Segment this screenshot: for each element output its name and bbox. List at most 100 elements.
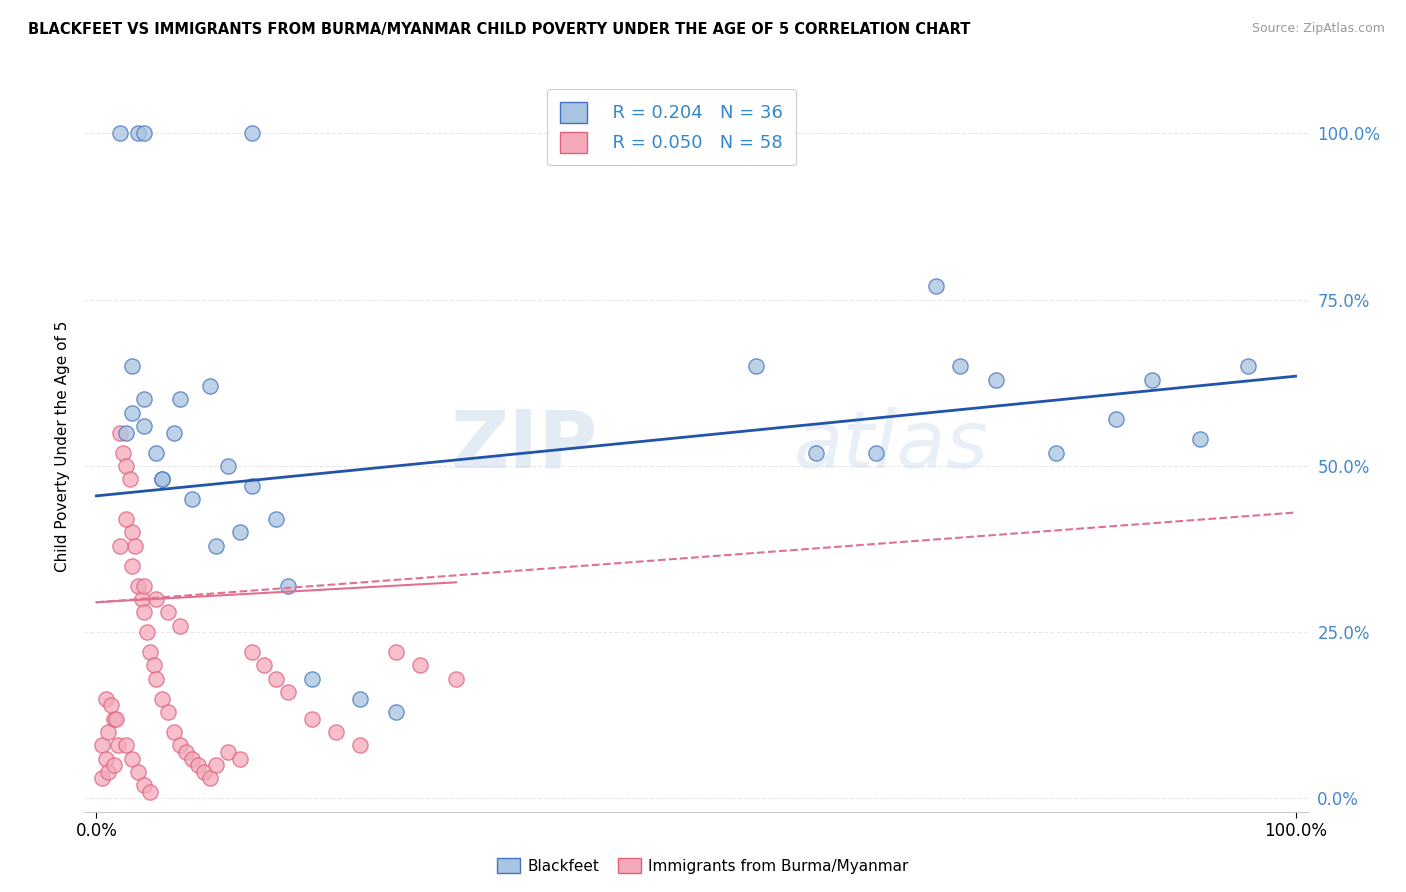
Point <box>1188 433 1211 447</box>
Point <box>94 751 117 765</box>
Y-axis label: Child Poverty Under the Age of 5: Child Poverty Under the Age of 5 <box>55 320 70 572</box>
Point <box>385 705 408 719</box>
Point <box>121 406 143 420</box>
Point <box>200 379 222 393</box>
Text: Source: ZipAtlas.com: Source: ZipAtlas.com <box>1251 22 1385 36</box>
Point <box>240 645 263 659</box>
Point <box>97 764 120 779</box>
Point <box>925 279 948 293</box>
Point <box>127 127 149 141</box>
Point <box>127 579 149 593</box>
Point <box>91 772 114 786</box>
Point <box>174 745 197 759</box>
Point <box>150 472 173 486</box>
Point <box>745 359 768 374</box>
Point <box>181 492 204 507</box>
Point <box>264 512 287 526</box>
Point <box>253 658 276 673</box>
Point <box>444 672 467 686</box>
Point <box>134 127 156 141</box>
Point <box>229 525 252 540</box>
Point <box>240 127 263 141</box>
Point <box>134 605 156 619</box>
Point <box>121 359 143 374</box>
Point <box>110 425 132 440</box>
Text: BLACKFEET VS IMMIGRANTS FROM BURMA/MYANMAR CHILD POVERTY UNDER THE AGE OF 5 CORR: BLACKFEET VS IMMIGRANTS FROM BURMA/MYANM… <box>28 22 970 37</box>
Point <box>103 758 125 772</box>
Text: atlas: atlas <box>794 407 988 485</box>
Point <box>134 579 156 593</box>
Point <box>115 458 138 473</box>
Point <box>205 758 228 772</box>
Point <box>91 738 114 752</box>
Point <box>217 458 239 473</box>
Legend: Blackfeet, Immigrants from Burma/Myanmar: Blackfeet, Immigrants from Burma/Myanmar <box>491 852 915 880</box>
Point <box>277 579 299 593</box>
Point <box>118 472 141 486</box>
Point <box>150 691 173 706</box>
Point <box>409 658 432 673</box>
Point <box>301 712 323 726</box>
Point <box>385 645 408 659</box>
Point <box>301 672 323 686</box>
Point <box>121 558 143 573</box>
Point <box>121 751 143 765</box>
Point <box>349 691 371 706</box>
Point <box>94 691 117 706</box>
Point <box>115 425 138 440</box>
Point <box>103 712 125 726</box>
Point <box>1105 412 1128 426</box>
Point <box>150 472 173 486</box>
Point <box>111 445 134 459</box>
Point <box>181 751 204 765</box>
Point <box>325 725 347 739</box>
Point <box>139 785 162 799</box>
Point <box>865 445 887 459</box>
Point <box>115 512 138 526</box>
Point <box>163 425 186 440</box>
Point <box>145 445 167 459</box>
Point <box>124 539 146 553</box>
Point <box>104 712 127 726</box>
Point <box>193 764 215 779</box>
Point <box>217 745 239 759</box>
Point <box>169 618 191 632</box>
Point <box>349 738 371 752</box>
Point <box>169 392 191 407</box>
Point <box>157 705 180 719</box>
Point <box>134 778 156 792</box>
Point <box>200 772 222 786</box>
Point <box>145 672 167 686</box>
Point <box>97 725 120 739</box>
Point <box>984 372 1007 386</box>
Point <box>134 419 156 434</box>
Point <box>277 685 299 699</box>
Point <box>157 605 180 619</box>
Point <box>804 445 827 459</box>
Point <box>110 539 132 553</box>
Point <box>135 625 157 640</box>
Point <box>100 698 122 713</box>
Point <box>145 591 167 606</box>
Point <box>187 758 209 772</box>
Point <box>121 525 143 540</box>
Point <box>163 725 186 739</box>
Point <box>1045 445 1067 459</box>
Point <box>1236 359 1258 374</box>
Point <box>169 738 191 752</box>
Point <box>127 764 149 779</box>
Point <box>229 751 252 765</box>
Point <box>115 738 138 752</box>
Point <box>142 658 165 673</box>
Point <box>139 645 162 659</box>
Point <box>131 591 153 606</box>
Text: ZIP: ZIP <box>451 407 598 485</box>
Point <box>949 359 972 374</box>
Point <box>240 479 263 493</box>
Point <box>110 127 132 141</box>
Point <box>1140 372 1163 386</box>
Point <box>264 672 287 686</box>
Point <box>107 738 129 752</box>
Point <box>134 392 156 407</box>
Point <box>205 539 228 553</box>
